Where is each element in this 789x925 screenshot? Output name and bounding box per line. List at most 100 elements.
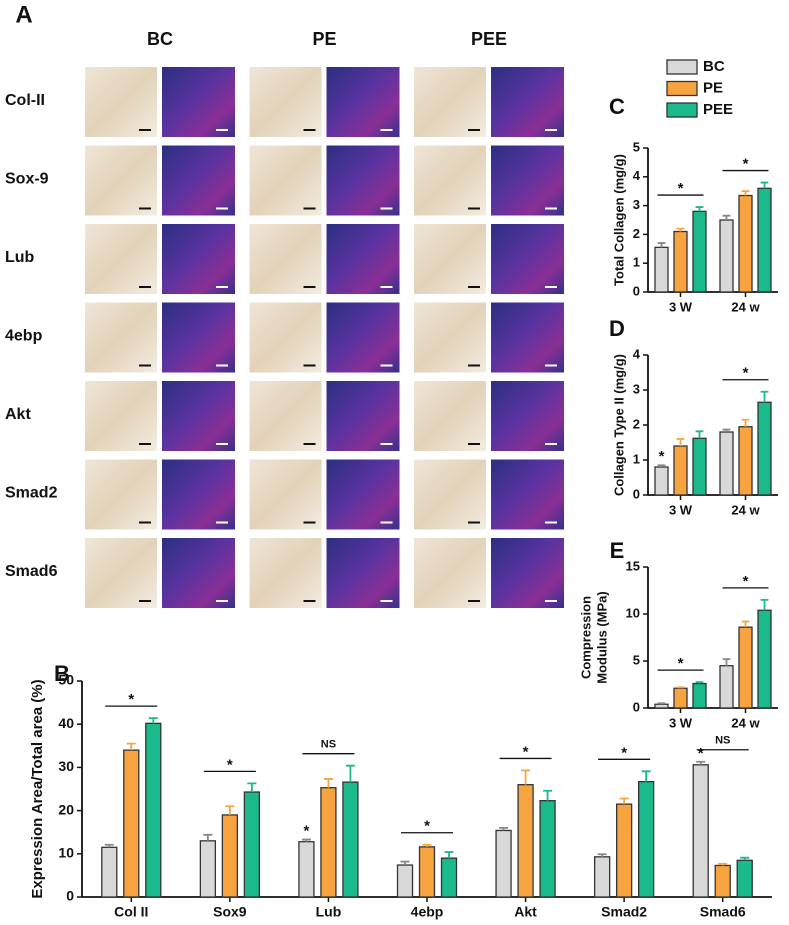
error-bar [323, 778, 333, 788]
ihc-image [85, 302, 157, 373]
significance-label: * [621, 744, 627, 761]
error-bar [695, 681, 704, 684]
error-bar [444, 851, 454, 859]
row-label: Smad6 [5, 563, 58, 580]
error-bar [422, 843, 432, 847]
error-bar [722, 428, 731, 432]
ihc-image [249, 538, 322, 608]
y-tick-label: 5 [633, 652, 640, 667]
bar [654, 466, 669, 496]
bar [123, 749, 140, 898]
legend-label: BC [703, 58, 725, 75]
bar [342, 781, 359, 898]
significance-label: * [678, 655, 684, 672]
fluorescence-image [491, 538, 564, 608]
ihc-image [414, 381, 486, 451]
error-bar [301, 838, 311, 842]
error-bar [760, 390, 769, 403]
error-bar [597, 853, 607, 857]
fluorescence-image [162, 302, 235, 373]
bar [757, 609, 772, 709]
bar [145, 722, 162, 898]
significance-label: * [424, 818, 430, 835]
bar [654, 246, 669, 293]
x-tick-label: Col II [114, 904, 148, 920]
y-axis-label: Modulus (MPa) [594, 591, 609, 683]
error-bar [740, 856, 750, 861]
bar [692, 764, 709, 898]
significance-label: * [743, 365, 749, 382]
ihc-image [414, 538, 486, 608]
error-bar [657, 464, 666, 467]
y-tick-label: 10 [626, 605, 640, 620]
y-tick-label: 30 [58, 758, 74, 774]
fluorescence-image [491, 145, 564, 216]
panel-label: B [54, 661, 70, 686]
y-tick-label: 0 [633, 283, 640, 298]
fluorescence-image [326, 459, 400, 530]
ihc-image [414, 145, 486, 216]
x-tick-label: Lub [316, 904, 342, 920]
row-label: Lub [5, 249, 35, 266]
x-tick-label: Akt [514, 904, 537, 920]
fluorescence-image [326, 381, 400, 451]
panel-label: C [609, 94, 625, 119]
error-bar [499, 826, 509, 831]
bar [298, 841, 315, 898]
y-tick-label: 20 [58, 801, 74, 817]
bar [396, 864, 414, 898]
ihc-image [414, 302, 486, 373]
y-tick-label: 4 [633, 346, 641, 361]
significance-label: * [227, 756, 233, 773]
ihc-image [249, 459, 322, 530]
error-bar [345, 764, 355, 783]
error-bar [676, 686, 685, 689]
y-tick-label: 2 [633, 226, 640, 241]
bar [719, 219, 734, 293]
bar [221, 814, 239, 898]
legend-label: PE [703, 79, 723, 96]
ihc-image [249, 381, 322, 451]
bar [615, 803, 633, 898]
ihc-image [414, 67, 486, 137]
x-tick-label: 3 W [669, 299, 693, 314]
row-label: 4ebp [5, 328, 43, 345]
error-bar [543, 789, 553, 801]
fluorescence-image [491, 224, 564, 294]
error-bar [657, 702, 666, 705]
y-tick-label: 10 [58, 845, 74, 861]
x-tick-label: Sox9 [213, 904, 247, 920]
error-bar [696, 760, 706, 765]
panel-label: A [15, 1, 32, 28]
bar [593, 856, 611, 898]
x-tick-label: Smad6 [700, 904, 746, 920]
ihc-image [414, 459, 486, 530]
error-bar [676, 438, 685, 446]
row-label: Smad2 [5, 485, 58, 502]
panel-label: D [609, 316, 625, 341]
y-tick-label: 3 [633, 381, 640, 396]
group-header: PEE [471, 29, 507, 49]
significance-label: * [698, 745, 704, 762]
legend-swatch [666, 59, 698, 75]
fluorescence-image [326, 67, 400, 137]
x-tick-label: 3 W [669, 502, 693, 517]
bar [440, 857, 458, 898]
fluorescence-image [491, 381, 564, 451]
significance-label: * [659, 448, 665, 465]
significance-label: * [743, 156, 749, 173]
bar [673, 230, 688, 293]
y-tick-label: 2 [633, 416, 640, 431]
error-bar [722, 658, 731, 666]
error-bar [247, 782, 257, 793]
fluorescence-image [162, 145, 235, 216]
ihc-image [85, 381, 157, 451]
bar [738, 426, 753, 496]
x-tick-label: Smad2 [601, 904, 647, 920]
significance-label: * [128, 691, 134, 708]
error-bar [657, 242, 666, 248]
ihc-image [249, 145, 322, 216]
error-bar [148, 717, 158, 724]
y-tick-label: 15 [626, 558, 640, 573]
error-bar [718, 862, 728, 866]
